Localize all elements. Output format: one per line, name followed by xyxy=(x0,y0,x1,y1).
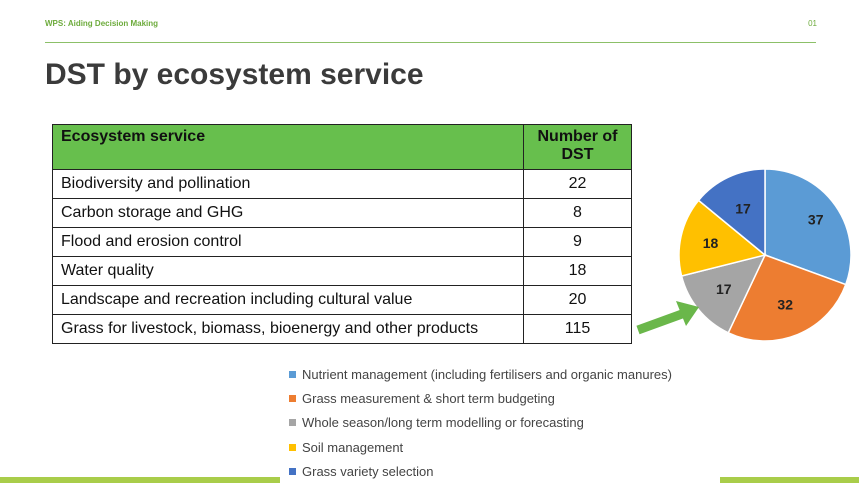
service-cell: Biodiversity and pollination xyxy=(52,169,524,199)
arrow-right-icon xyxy=(636,301,699,335)
legend-label: Whole season/long term modelling or fore… xyxy=(302,415,584,431)
legend-label: Grass measurement & short term budgeting xyxy=(302,390,555,406)
legend-item: Grass measurement & short term budgeting xyxy=(289,386,672,410)
table-row: Carbon storage and GHG 8 xyxy=(52,198,632,228)
table-row: Biodiversity and pollination 22 xyxy=(52,169,632,199)
pie-chart: 37 32 17 18 17 xyxy=(636,168,852,342)
pie-slice xyxy=(727,254,847,342)
legend-item: Grass variety selection xyxy=(289,459,672,483)
legend-swatch xyxy=(289,443,296,451)
table-header-row: Ecosystem service Number of DST xyxy=(52,124,632,170)
ecosystem-service-table: Ecosystem service Number of DST Biodiver… xyxy=(52,124,632,344)
page-number: 01 xyxy=(808,19,817,28)
legend-label: Nutrient management (including fertilise… xyxy=(302,366,672,382)
column-header-count: Number of DST xyxy=(523,124,632,170)
pie-slice xyxy=(697,168,766,257)
pie-data-label: 17 xyxy=(716,281,732,297)
table-row: Water quality 18 xyxy=(52,256,632,286)
legend-item: Nutrient management (including fertilise… xyxy=(289,362,672,386)
legend-swatch xyxy=(289,370,296,378)
count-cell: 115 xyxy=(523,314,632,344)
legend-swatch xyxy=(289,467,296,475)
service-cell: Carbon storage and GHG xyxy=(52,198,524,228)
footer-accent-bar-left xyxy=(0,477,280,483)
pie-slice xyxy=(764,168,852,286)
pie-data-label: 37 xyxy=(808,212,824,228)
pie-data-label: 17 xyxy=(735,200,751,216)
count-cell: 8 xyxy=(523,198,632,228)
count-cell: 18 xyxy=(523,256,632,286)
pie-labels: 37 32 17 18 17 xyxy=(703,200,824,312)
table-row: Flood and erosion control 9 xyxy=(52,227,632,257)
service-cell: Grass for livestock, biomass, bioenergy … xyxy=(52,314,524,344)
legend-swatch xyxy=(289,394,296,402)
service-cell: Landscape and recreation including cultu… xyxy=(52,285,524,315)
service-cell: Flood and erosion control xyxy=(52,227,524,257)
header-divider xyxy=(45,42,816,43)
column-header-service: Ecosystem service xyxy=(52,124,524,170)
pie-slice xyxy=(680,253,767,334)
slide-title: DST by ecosystem service xyxy=(45,58,424,91)
count-cell: 22 xyxy=(523,169,632,199)
legend-label: Grass variety selection xyxy=(302,463,434,479)
count-cell: 20 xyxy=(523,285,632,315)
pie-slice xyxy=(678,199,767,277)
legend-item: Soil management xyxy=(289,435,672,459)
pie-data-label: 32 xyxy=(777,296,793,312)
legend-swatch xyxy=(289,419,296,427)
footer-accent-bar-right xyxy=(720,477,859,483)
count-cell: 9 xyxy=(523,227,632,257)
table-row: Grass for livestock, biomass, bioenergy … xyxy=(52,314,632,344)
service-cell: Water quality xyxy=(52,256,524,286)
pie-data-label: 18 xyxy=(703,235,719,251)
legend-item: Whole season/long term modelling or fore… xyxy=(289,411,672,435)
legend-label: Soil management xyxy=(302,439,404,455)
header-subtitle: WPS: Aiding Decision Making xyxy=(45,19,159,28)
table-row: Landscape and recreation including cultu… xyxy=(52,285,632,315)
pie-slices xyxy=(678,168,852,342)
chart-legend: Nutrient management (including fertilise… xyxy=(289,362,672,483)
